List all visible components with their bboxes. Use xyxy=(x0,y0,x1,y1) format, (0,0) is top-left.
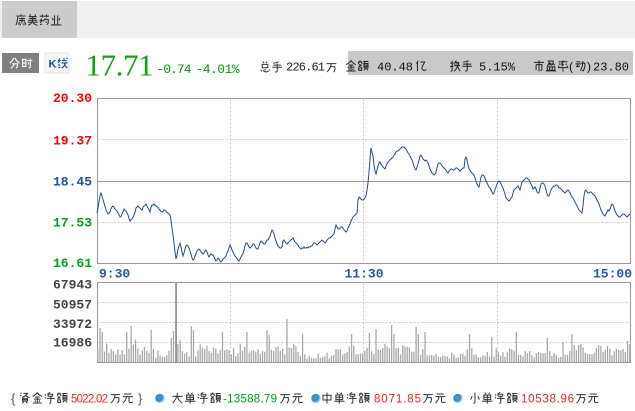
svg-text:226.61: 226.61 xyxy=(286,61,325,75)
svg-text:40.48: 40.48 xyxy=(377,61,413,75)
svg-text:67943: 67943 xyxy=(53,278,92,293)
svg-text:18.45: 18.45 xyxy=(53,175,92,190)
svg-text:20.30: 20.30 xyxy=(53,91,92,106)
svg-text:{: { xyxy=(11,391,16,406)
svg-text:8071.85: 8071.85 xyxy=(374,394,421,406)
svg-text:15:00: 15:00 xyxy=(593,267,632,282)
svg-text:33972: 33972 xyxy=(53,317,92,332)
svg-text:}: } xyxy=(138,391,143,406)
svg-text:23.80: 23.80 xyxy=(593,61,629,75)
svg-text:19.37: 19.37 xyxy=(53,134,92,149)
svg-text:17.53: 17.53 xyxy=(53,215,92,230)
svg-text:16.61: 16.61 xyxy=(53,256,92,271)
svg-text:-4.01%: -4.01% xyxy=(196,62,240,77)
svg-text:-0.74: -0.74 xyxy=(157,62,192,77)
svg-text:): ) xyxy=(587,60,591,74)
svg-text:50957: 50957 xyxy=(53,298,92,313)
svg-text:5022.02: 5022.02 xyxy=(71,394,108,406)
svg-text:(: ( xyxy=(569,60,573,74)
svg-text:11:30: 11:30 xyxy=(344,267,383,282)
svg-text:9:30: 9:30 xyxy=(99,267,130,282)
svg-text:17.71: 17.71 xyxy=(86,47,154,82)
svg-text:5.15%: 5.15% xyxy=(479,61,516,75)
svg-text:-13588.79: -13588.79 xyxy=(223,394,277,406)
svg-text:16986: 16986 xyxy=(53,336,92,351)
svg-text:10538.96: 10538.96 xyxy=(521,394,574,406)
svg-text:K: K xyxy=(49,59,57,71)
